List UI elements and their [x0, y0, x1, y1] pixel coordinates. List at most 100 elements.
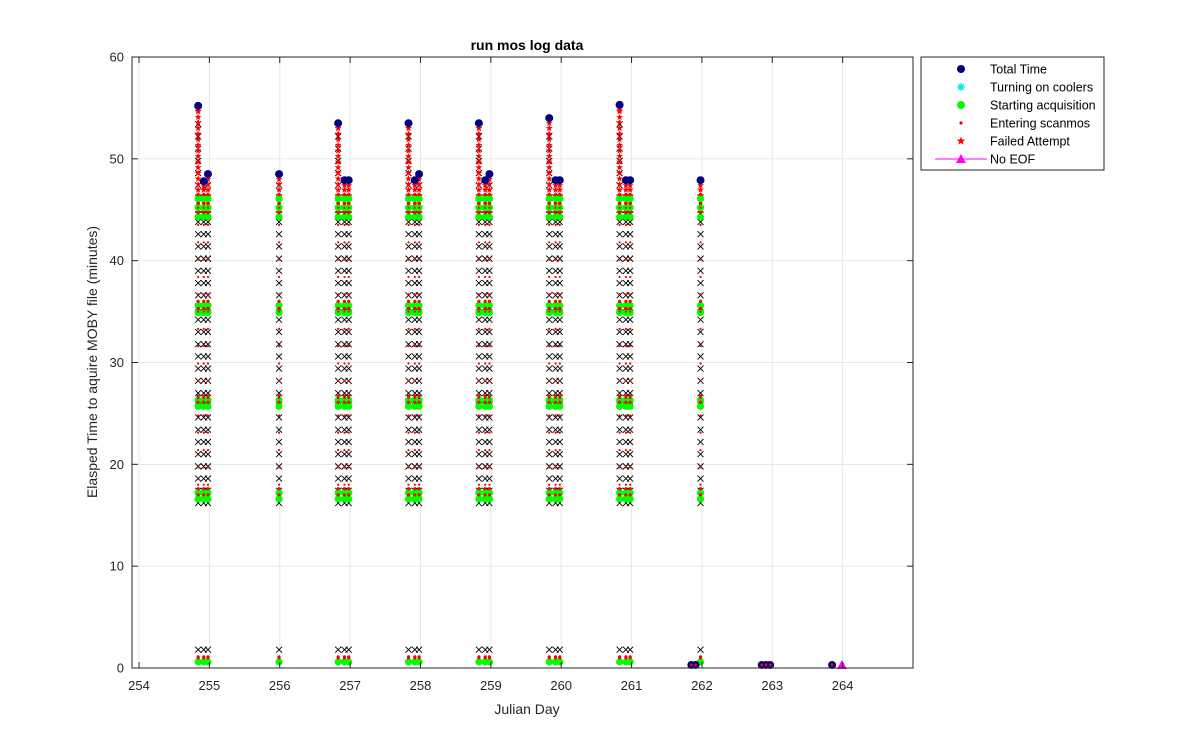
entering-scanmos-marker — [699, 448, 702, 452]
entering-scanmos-marker — [417, 293, 421, 296]
entering-scanmos-marker — [558, 327, 561, 330]
entering-scanmos-marker — [624, 431, 628, 434]
failed-attempt-marker — [194, 113, 202, 120]
entering-scanmos-marker — [413, 327, 416, 330]
entering-scanmos-marker — [558, 431, 561, 434]
x-marker — [204, 230, 212, 238]
entering-scanmos-marker — [417, 192, 421, 197]
x-marker — [194, 450, 202, 458]
entering-scanmos-marker — [413, 362, 416, 365]
entering-scanmos-marker — [699, 327, 702, 330]
entering-scanmos-marker — [407, 397, 410, 400]
entering-scanmos-marker — [417, 310, 421, 313]
entering-scanmos-marker — [553, 192, 558, 197]
entering-scanmos-marker — [548, 362, 551, 365]
entering-scanmos-marker — [206, 192, 210, 197]
x-tick-label: 257 — [339, 678, 361, 693]
x-marker — [556, 426, 564, 434]
x-marker — [545, 218, 553, 226]
starting-acquisition-marker — [275, 396, 283, 404]
entering-scanmos-marker — [694, 663, 697, 667]
entering-scanmos-marker — [407, 189, 410, 192]
entering-scanmos-marker — [342, 211, 347, 215]
x-marker — [204, 328, 212, 336]
starting-acquisition-marker — [334, 396, 342, 404]
starting-acquisition-marker — [475, 396, 483, 404]
chart-title: run mos log data — [471, 37, 584, 53]
x-marker — [556, 389, 564, 397]
x-marker — [486, 267, 493, 275]
starting-acquisition-marker — [194, 489, 202, 497]
entering-scanmos-marker — [484, 362, 487, 365]
entering-scanmos-marker — [196, 394, 200, 398]
starting-acquisition-marker — [334, 194, 342, 203]
starting-acquisition-marker — [415, 489, 423, 497]
y-tick-label: 0 — [117, 661, 124, 676]
x-marker — [475, 646, 483, 653]
entering-scanmos-marker — [553, 299, 558, 303]
x-tick-label: 264 — [832, 678, 854, 693]
entering-scanmos-marker — [343, 293, 346, 296]
entering-scanmos-marker — [347, 483, 350, 486]
entering-scanmos-marker — [699, 223, 702, 227]
entering-scanmos-marker — [206, 241, 210, 244]
entering-scanmos-marker — [698, 394, 703, 398]
failed-attempt-marker — [545, 163, 553, 171]
entering-scanmos-marker — [417, 493, 421, 497]
entering-scanmos-marker — [347, 223, 350, 227]
failed-attempt-marker — [486, 175, 493, 183]
starting-acquisition-marker — [404, 213, 413, 221]
entering-scanmos-marker — [484, 275, 487, 279]
entering-scanmos-marker — [558, 394, 562, 398]
entering-scanmos-marker — [477, 299, 481, 303]
entering-scanmos-marker — [337, 171, 340, 175]
entering-scanmos-marker — [488, 327, 491, 330]
entering-scanmos-marker — [558, 306, 562, 311]
x-marker — [475, 414, 483, 421]
entering-scanmos-marker — [202, 345, 205, 348]
entering-scanmos-marker — [477, 327, 480, 330]
entering-scanmos-marker — [484, 466, 487, 469]
entering-scanmos-marker — [558, 487, 562, 491]
x-marker — [334, 279, 342, 287]
entering-scanmos-marker — [477, 241, 480, 244]
x-marker — [405, 450, 412, 458]
x-marker — [475, 389, 483, 397]
starting-acquisition-marker — [696, 402, 705, 410]
entering-scanmos-marker — [202, 211, 206, 215]
entering-scanmos-marker — [277, 299, 281, 303]
x-marker — [194, 267, 202, 275]
entering-scanmos-marker — [689, 663, 693, 667]
starting-acquisition-marker — [615, 213, 624, 221]
entering-scanmos-marker — [337, 310, 340, 313]
entering-scanmos-marker — [548, 379, 551, 382]
entering-scanmos-marker — [699, 310, 702, 313]
entering-scanmos-marker — [196, 192, 200, 197]
entering-scanmos-marker — [342, 299, 347, 303]
x-marker — [334, 340, 342, 348]
entering-scanmos-marker — [477, 483, 480, 486]
entering-scanmos-marker — [629, 362, 632, 365]
failed-attempt-marker — [616, 175, 624, 182]
x-marker — [475, 316, 483, 324]
entering-scanmos-marker — [548, 241, 551, 244]
entering-scanmos-marker — [337, 293, 340, 296]
entering-scanmos-marker — [277, 483, 281, 486]
x-marker — [616, 328, 623, 336]
starting-acquisition-marker — [404, 495, 413, 503]
entering-scanmos-marker — [548, 154, 551, 157]
x-marker — [345, 328, 353, 336]
starting-acquisition-marker — [334, 301, 342, 310]
failed-attempt-marker — [334, 130, 342, 137]
entering-scanmos-marker — [343, 414, 346, 417]
entering-scanmos-marker — [547, 655, 551, 659]
entering-scanmos-marker — [558, 448, 561, 452]
entering-scanmos-marker — [477, 400, 481, 404]
x-marker — [616, 340, 623, 348]
failed-attempt-marker — [626, 181, 634, 189]
entering-scanmos-marker — [202, 202, 206, 206]
entering-scanmos-marker — [699, 241, 702, 244]
failed-attempt-marker — [545, 124, 553, 132]
entering-scanmos-marker — [342, 394, 347, 398]
entering-scanmos-marker — [347, 448, 350, 452]
